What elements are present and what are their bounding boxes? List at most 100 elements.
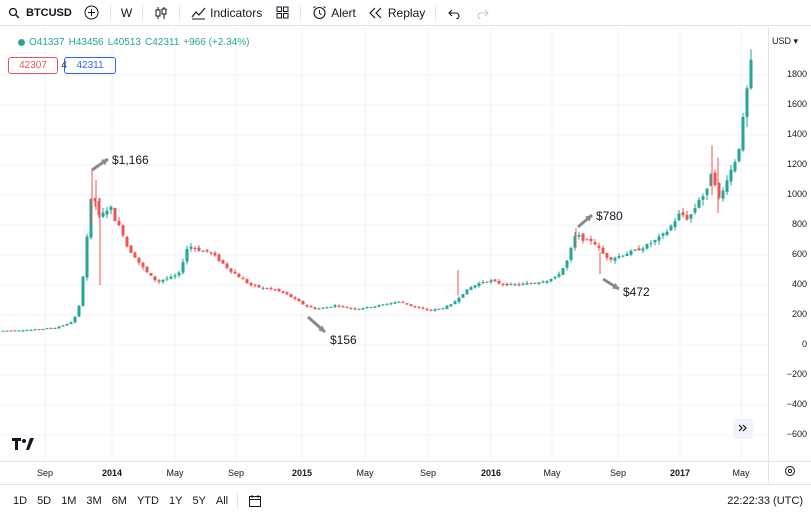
candle-body <box>37 329 41 331</box>
candle-body <box>661 233 665 236</box>
candle-body <box>505 283 509 286</box>
range-button-3m[interactable]: 3M <box>86 494 102 507</box>
replay-button[interactable]: Replay <box>362 0 431 26</box>
time-tick-label: 2014 <box>101 468 123 478</box>
currency-select[interactable]: USD ▾ <box>772 36 798 47</box>
candle-body <box>265 288 269 290</box>
candle-body <box>97 201 101 216</box>
range-button-all[interactable]: All <box>215 494 229 507</box>
rewind-icon <box>368 5 384 21</box>
range-button-1d[interactable]: 1D <box>13 494 28 507</box>
candlestick-chart[interactable] <box>0 27 768 461</box>
candle-body <box>73 316 77 323</box>
layouts-button[interactable] <box>268 0 296 26</box>
price-tick-label: 800 <box>791 219 807 229</box>
candle-body <box>61 325 65 327</box>
compare-button[interactable] <box>78 0 106 26</box>
candle-body <box>421 307 425 309</box>
candle-body <box>253 284 257 286</box>
candle-body <box>609 257 613 260</box>
indicators-button[interactable]: Indicators <box>184 0 268 26</box>
candle-body <box>301 300 305 305</box>
range-button-5d[interactable]: 5D <box>37 494 52 507</box>
candle-body <box>109 206 113 210</box>
candle-body <box>89 198 93 238</box>
gear-icon <box>784 464 796 482</box>
candle-body <box>365 306 369 309</box>
range-button-5y[interactable]: 5Y <box>192 494 206 507</box>
range-button-ytd[interactable]: YTD <box>136 494 159 507</box>
candle-body <box>209 252 213 254</box>
candle-body <box>249 282 253 286</box>
redo-button[interactable] <box>468 0 496 26</box>
redo-icon <box>474 5 490 21</box>
candle-body <box>629 250 633 255</box>
high-value: H43456 <box>68 37 104 48</box>
candle-body <box>381 304 385 306</box>
goto-date-icon[interactable] <box>242 494 268 508</box>
annotation-peak-2016: $780 <box>596 209 623 223</box>
alert-button[interactable]: Alert <box>305 0 362 26</box>
sell-price-button[interactable]: 42307 <box>8 57 58 74</box>
candle-body <box>553 276 557 279</box>
candle-body <box>329 306 333 308</box>
time-tick-label: May <box>543 468 561 478</box>
double-chevron-right-icon <box>738 423 748 435</box>
candle-body <box>737 148 741 162</box>
close-value: C42311 <box>145 37 180 48</box>
candle-body <box>261 287 265 289</box>
utc-clock[interactable]: 22:22:33 (UTC) <box>727 494 803 507</box>
replay-label: Replay <box>387 5 426 20</box>
candle-body <box>81 276 85 306</box>
price-tick-label: 1400 <box>786 129 807 139</box>
candle-body <box>537 282 541 284</box>
chart-type-button[interactable] <box>147 0 175 26</box>
candle-body <box>289 294 293 298</box>
candle-body <box>29 329 33 331</box>
candle-body <box>57 326 61 329</box>
time-tick-label: Sep <box>609 468 627 478</box>
undo-button[interactable] <box>440 0 468 26</box>
buy-price-button[interactable]: 42311 <box>64 57 116 74</box>
candle-body <box>305 304 309 307</box>
candle-body <box>481 282 485 284</box>
ohlc-legend: O41337 H43456 L40513 C42311 +966 (+2.34%… <box>18 37 249 48</box>
price-scale[interactable] <box>768 27 811 461</box>
candle-body <box>149 273 153 276</box>
candle-body <box>185 248 189 262</box>
candle-body <box>137 257 141 263</box>
candle-body <box>217 254 221 261</box>
range-button-1m[interactable]: 1M <box>61 494 77 507</box>
candle-body <box>705 188 709 196</box>
candle-body <box>569 247 573 260</box>
candle-body <box>213 252 217 256</box>
candle-body <box>521 283 525 285</box>
range-button-6m[interactable]: 6M <box>111 494 127 507</box>
price-tick-label: 400 <box>791 279 807 289</box>
scroll-to-realtime-button[interactable] <box>733 419 753 439</box>
candle-body <box>309 306 313 308</box>
chart-pane[interactable] <box>0 27 768 461</box>
candle-body <box>565 260 569 268</box>
candle-body <box>221 259 225 264</box>
scale-settings-button[interactable] <box>768 461 811 483</box>
candle-body <box>405 303 409 305</box>
candle-body <box>313 307 317 310</box>
candle-body <box>525 283 529 285</box>
candle-body <box>597 245 601 248</box>
range-button-1y[interactable]: 1Y <box>168 494 183 507</box>
candle-body <box>141 262 145 268</box>
candle-body <box>573 236 577 248</box>
candle-body <box>517 284 521 286</box>
candle-body <box>293 297 297 299</box>
candle-body <box>353 308 357 310</box>
candle-body <box>637 248 641 251</box>
price-tick-label: 1800 <box>786 69 807 79</box>
candle-body <box>345 307 349 309</box>
candle-body <box>121 225 125 236</box>
time-scale[interactable]: Sep 2014 May Sep 2015 May Sep 2016 May Sep 2017 May <box>0 461 768 483</box>
chevron-down-icon: ▾ <box>793 36 799 46</box>
interval-button[interactable]: W <box>115 0 138 26</box>
symbol-search[interactable]: BTCUSD <box>0 0 78 26</box>
annotation-low-2015: $156 <box>330 333 357 347</box>
